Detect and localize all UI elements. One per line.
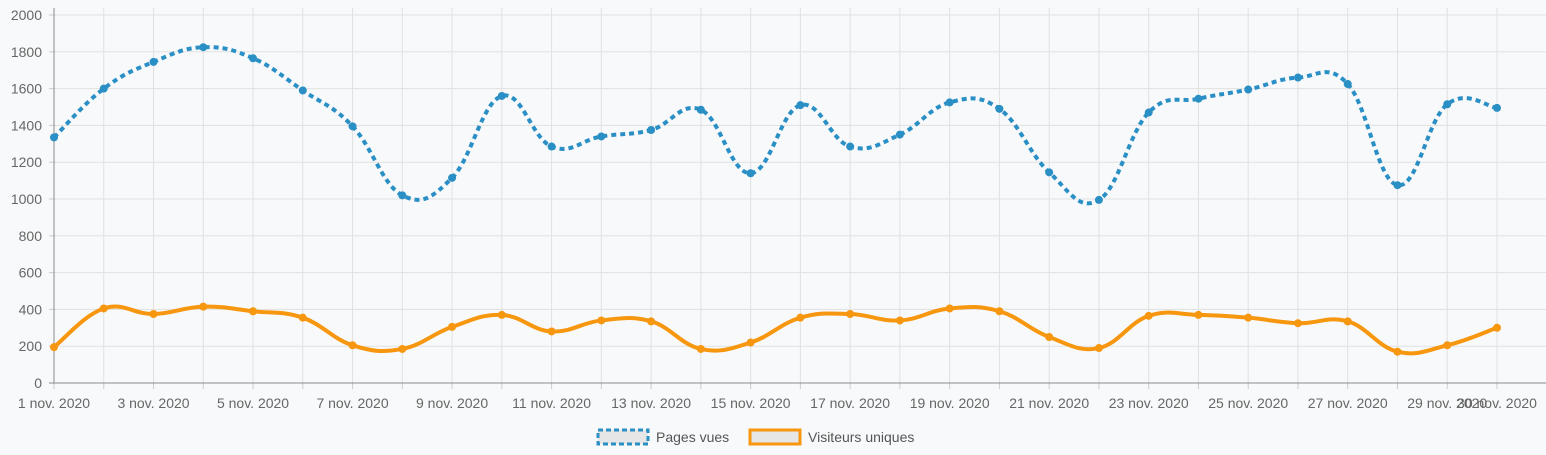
point-pages-vues-16 (796, 101, 805, 110)
point-visiteurs-uniques-24 (1194, 310, 1203, 319)
x-tick-label-9-nov-2020: 9 nov. 2020 (416, 395, 488, 411)
point-pages-vues-4 (199, 43, 208, 52)
point-visiteurs-uniques-26 (1293, 319, 1302, 328)
y-tick-label-1600: 1600 (11, 81, 42, 97)
y-tick-label-1000: 1000 (11, 191, 42, 207)
point-visiteurs-uniques-21 (1045, 333, 1054, 341)
point-pages-vues-28 (1393, 181, 1402, 190)
point-visiteurs-uniques-5 (249, 307, 258, 316)
point-pages-vues-8 (398, 191, 407, 200)
x-tick-label-30-nov-2020: 30 nov. 2020 (1457, 395, 1537, 411)
point-pages-vues-19 (945, 98, 954, 107)
point-pages-vues-30 (1493, 103, 1501, 112)
chart-series (52, 45, 1499, 356)
x-tick-label-13-nov-2020: 13 nov. 2020 (611, 395, 691, 411)
point-pages-vues-25 (1244, 85, 1253, 94)
point-visiteurs-uniques-1 (50, 343, 58, 352)
point-visiteurs-uniques-4 (199, 302, 208, 311)
x-tick-label-5-nov-2020: 5 nov. 2020 (217, 395, 289, 411)
point-pages-vues-12 (597, 132, 606, 141)
x-tick-label-19-nov-2020: 19 nov. 2020 (910, 395, 990, 411)
point-pages-vues-18 (895, 130, 904, 139)
point-visiteurs-uniques-8 (398, 344, 407, 353)
x-tick-label-17-nov-2020: 17 nov. 2020 (810, 395, 890, 411)
y-tick-label-2000: 2000 (11, 7, 42, 23)
point-pages-vues-26 (1293, 73, 1302, 82)
point-visiteurs-uniques-27 (1343, 317, 1352, 326)
point-visiteurs-uniques-29 (1443, 341, 1452, 350)
point-pages-vues-9 (448, 173, 457, 182)
y-tick-label-800: 800 (19, 228, 43, 244)
point-pages-vues-2 (99, 84, 108, 93)
point-pages-vues-1 (50, 133, 58, 142)
point-visiteurs-uniques-12 (597, 316, 606, 325)
x-tick-label-25-nov-2020: 25 nov. 2020 (1208, 395, 1288, 411)
point-visiteurs-uniques-25 (1244, 313, 1253, 322)
point-visiteurs-uniques-13 (647, 317, 656, 326)
point-pages-vues-29 (1443, 100, 1452, 109)
point-pages-vues-24 (1194, 94, 1203, 103)
x-tick-label-15-nov-2020: 15 nov. 2020 (711, 395, 791, 411)
point-visiteurs-uniques-22 (1094, 344, 1103, 353)
x-tick-label-29-nov-2020: 29 nov. 2020 (1407, 395, 1487, 411)
x-tick-label-27-nov-2020: 27 nov. 2020 (1308, 395, 1388, 411)
chart-axes (49, 8, 1546, 384)
series-line-pages-vues (52, 45, 1498, 206)
point-pages-vues-20 (995, 104, 1004, 113)
point-pages-vues-6 (298, 86, 307, 95)
x-tick-label-11-nov-2020: 11 nov. 2020 (512, 395, 591, 411)
point-visiteurs-uniques-19 (945, 304, 954, 313)
point-pages-vues-27 (1343, 80, 1352, 88)
y-tick-label-200: 200 (19, 338, 43, 354)
point-visiteurs-uniques-10 (497, 310, 506, 319)
point-visiteurs-uniques-16 (796, 313, 805, 322)
point-visiteurs-uniques-17 (846, 310, 855, 318)
y-tick-label-400: 400 (19, 301, 43, 317)
point-pages-vues-7 (348, 122, 357, 131)
point-pages-vues-21 (1045, 168, 1054, 177)
legend-swatch-visiteurs-uniques (748, 428, 802, 446)
point-pages-vues-10 (497, 91, 506, 100)
y-tick-label-0: 0 (34, 375, 42, 391)
legend-label-visiteurs-uniques: Visiteurs uniques (808, 429, 914, 445)
point-pages-vues-13 (647, 126, 656, 134)
chart-tick-labels: 0 200 400 600 800 1000 1200 1400 1600 1800 2000 1 n… (11, 7, 1537, 411)
point-pages-vues-22 (1094, 195, 1103, 204)
chart-legend: Pages vues Visiteurs uniques (596, 428, 914, 446)
y-tick-label-1800: 1800 (11, 44, 42, 60)
chart-grid (49, 8, 1546, 389)
legend-label-pages-vues: Pages vues (656, 429, 729, 445)
point-pages-vues-5 (249, 54, 258, 63)
point-visiteurs-uniques-20 (995, 307, 1004, 316)
point-visiteurs-uniques-9 (448, 322, 457, 331)
legend-swatch-pages-vues (596, 428, 650, 446)
x-tick-label-7-nov-2020: 7 nov. 2020 (316, 395, 388, 411)
point-visiteurs-uniques-7 (348, 341, 357, 350)
point-pages-vues-11 (547, 142, 556, 151)
point-visiteurs-uniques-28 (1393, 347, 1402, 356)
point-pages-vues-3 (149, 57, 158, 66)
point-visiteurs-uniques-18 (895, 316, 904, 325)
point-visiteurs-uniques-14 (696, 344, 705, 353)
x-tick-label-3-nov-2020: 3 nov. 2020 (117, 395, 189, 411)
x-tick-label-21-nov-2020: 21 nov. 2020 (1009, 395, 1089, 411)
point-visiteurs-uniques-3 (149, 310, 158, 318)
y-tick-label-1200: 1200 (11, 154, 42, 170)
point-visiteurs-uniques-30 (1493, 323, 1501, 332)
point-pages-vues-17 (846, 142, 855, 151)
point-pages-vues-15 (746, 169, 755, 178)
point-visiteurs-uniques-11 (547, 327, 556, 336)
point-pages-vues-23 (1144, 108, 1153, 117)
point-visiteurs-uniques-2 (99, 304, 108, 313)
point-visiteurs-uniques-6 (298, 313, 307, 322)
x-tick-label-1-nov-2020: 1 nov. 2020 (18, 395, 90, 411)
y-tick-label-600: 600 (19, 265, 43, 281)
point-pages-vues-14 (696, 105, 705, 114)
point-visiteurs-uniques-23 (1144, 311, 1153, 320)
chart-points (50, 43, 1501, 356)
point-visiteurs-uniques-15 (746, 338, 755, 347)
y-tick-label-1400: 1400 (11, 117, 42, 133)
x-tick-label-23-nov-2020: 23 nov. 2020 (1109, 395, 1189, 411)
